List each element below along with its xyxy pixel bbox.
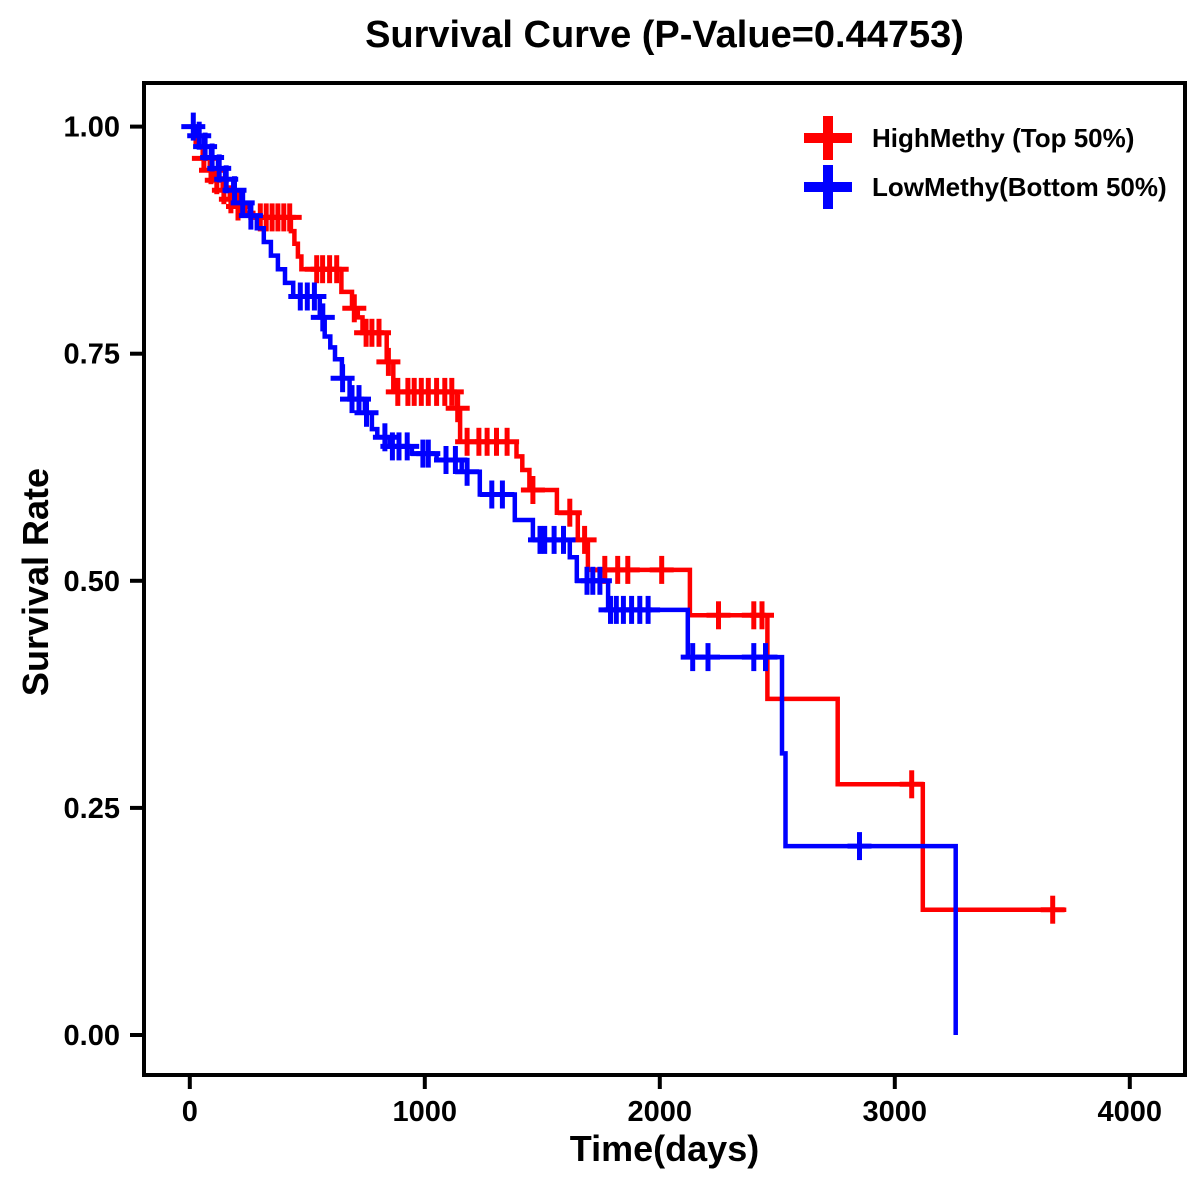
y-tick-label: 1.00 bbox=[64, 112, 120, 144]
plot-frame bbox=[142, 81, 1187, 1077]
survival-curve-high bbox=[189, 133, 1067, 912]
y-tick-label: 0.50 bbox=[64, 566, 120, 598]
x-tick-label: 0 bbox=[182, 1096, 198, 1128]
x-tick-label: 3000 bbox=[863, 1096, 928, 1128]
y-tick-label: 0.75 bbox=[64, 339, 120, 371]
y-tick-label: 0.00 bbox=[64, 1020, 120, 1052]
legend-label: LowMethy(Bottom 50%) bbox=[872, 172, 1167, 202]
x-tick-label: 4000 bbox=[1098, 1096, 1163, 1128]
legend-label: HighMethy (Top 50%) bbox=[872, 123, 1134, 153]
chart-title: Survival Curve (P-Value=0.44753) bbox=[365, 14, 964, 56]
survival-curve-low bbox=[189, 124, 958, 1035]
x-axis-title: Time(days) bbox=[569, 1128, 760, 1169]
x-tick-label: 2000 bbox=[628, 1096, 693, 1128]
x-tick-label: 1000 bbox=[393, 1096, 458, 1128]
y-tick-label: 0.25 bbox=[64, 793, 120, 825]
